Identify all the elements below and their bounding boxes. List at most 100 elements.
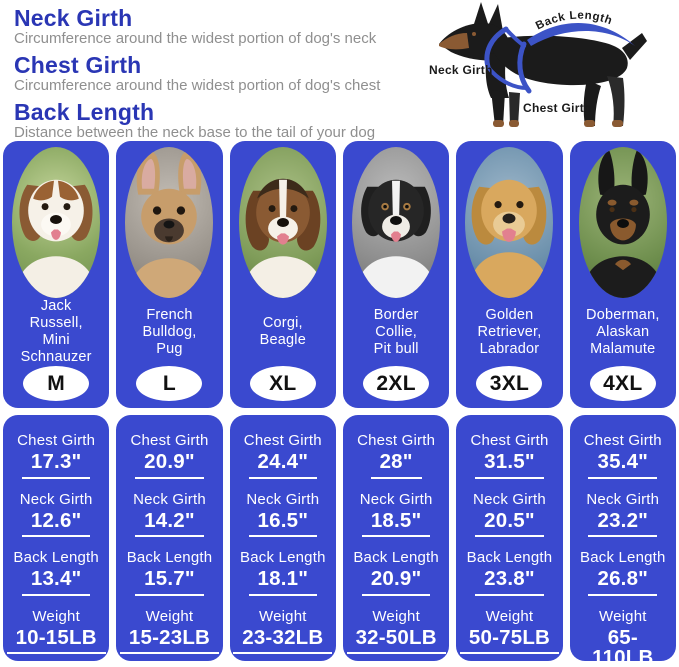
chest-girth-value: 17.3" — [3, 451, 109, 479]
back-length-label: Back Length — [466, 549, 553, 566]
dog-head — [439, 23, 511, 61]
chest-girth-label: Chest Girth — [583, 432, 662, 449]
chest-girth-term: Chest Girth — [14, 51, 142, 78]
size-badge: M — [23, 366, 90, 401]
dog-photo-french-bulldog — [125, 147, 214, 298]
size-column-3xl: Golden Retriever, Labrador 3XL Chest Gir… — [456, 141, 563, 661]
measurements-card: Chest Girth 31.5" Neck Girth 20.5" Back … — [456, 415, 563, 661]
chest-girth-label: Chest Girth — [357, 432, 436, 449]
weight-value: 23-32LB — [230, 627, 336, 654]
header: Neck Girth Circumference around the wide… — [0, 0, 679, 141]
back-length-value: 23.8" — [456, 568, 562, 596]
harness-straps — [484, 26, 532, 94]
breed-card: Corgi, Beagle XL — [229, 141, 336, 408]
chest-girth-label: Chest Girth — [470, 432, 549, 449]
size-column-m: Jack Russell, Mini Schnauzer M Chest Gir… — [3, 141, 110, 661]
weight-label: Weight — [145, 607, 194, 625]
size-chart-grid: Jack Russell, Mini Schnauzer M Chest Gir… — [0, 141, 679, 667]
breed-names: Jack Russell, Mini Schnauzer — [20, 298, 92, 365]
size-badge: 3XL — [476, 366, 543, 401]
back-length-value: 20.9" — [343, 568, 449, 596]
chest-girth-label: Chest Girth — [17, 432, 96, 449]
neck-girth-label: Neck Girth — [19, 490, 93, 508]
doberman-illustration — [585, 149, 661, 298]
size-badge: 4XL — [589, 366, 656, 401]
weight-label: Weight — [598, 607, 647, 625]
back-length-label: Back Length — [126, 549, 213, 566]
dog-photo-jack-russell — [12, 147, 101, 298]
breed-card: Border Collie, Pit bull 2XL — [342, 141, 450, 408]
weight-value: 10-15LB — [3, 627, 109, 654]
chest-girth-value: 28" — [343, 451, 449, 479]
dog-photo-beagle — [238, 147, 327, 298]
chest-girth-value: 35.4" — [570, 451, 676, 479]
measurement-definitions: Neck Girth Circumference around the wide… — [0, 0, 427, 141]
chest-girth-value: 31.5" — [456, 451, 562, 479]
weight-value: 15-23LB — [116, 627, 222, 654]
golden-retriever-illustration — [471, 179, 548, 298]
neck-girth-description: Circumference around the widest portion … — [14, 30, 377, 48]
weight-label: Weight — [372, 607, 420, 625]
measurements-card: Chest Girth 17.3" Neck Girth 12.6" Back … — [3, 415, 110, 661]
dog-photo-doberman — [578, 147, 667, 298]
back-length-value: 18.1" — [230, 568, 336, 596]
neck-girth-label: Neck Girth — [133, 490, 206, 508]
beagle-illustration — [245, 178, 321, 298]
breed-card: French Bulldog, Pug L — [116, 141, 223, 408]
dog-photo-border-collie — [352, 147, 441, 298]
chest-girth-value: 20.9" — [116, 451, 222, 479]
neck-girth-term: Neck Girth — [14, 5, 133, 31]
diagram-chest-girth-label: Chest Girth — [523, 101, 592, 115]
breed-names: Doberman, Alaskan Malamute — [586, 306, 660, 357]
chest-girth-value: 24.4" — [230, 451, 336, 479]
chest-girth-label: Chest Girth — [130, 432, 209, 449]
back-length-term: Back Length — [14, 98, 155, 125]
measurements-card: Chest Girth 28" Neck Girth 18.5" Back Le… — [342, 415, 450, 661]
back-length-label: Back Length — [580, 549, 666, 566]
size-badge: L — [136, 366, 203, 401]
back-length-value: 13.4" — [3, 568, 109, 596]
weight-label: Weight — [485, 607, 534, 625]
back-length-description: Distance between the neck base to the ta… — [14, 124, 376, 142]
size-badge: XL — [249, 366, 316, 401]
measurements-card: Chest Girth 20.9" Neck Girth 14.2" Back … — [116, 415, 223, 661]
back-length-value: 15.7" — [116, 568, 222, 596]
neck-girth-value: 23.2" — [570, 510, 676, 537]
neck-girth-value: 20.5" — [456, 510, 562, 537]
dog-legs — [491, 76, 625, 127]
neck-girth-value: 16.5" — [230, 510, 336, 537]
neck-girth-value: 14.2" — [116, 510, 222, 537]
back-length-label: Back Length — [13, 549, 99, 566]
back-length-value: 26.8" — [570, 568, 676, 596]
dog-muzzle — [439, 33, 469, 50]
weight-label: Weight — [32, 607, 80, 625]
breed-card: Jack Russell, Mini Schnauzer M — [3, 141, 110, 408]
weight-value: 50-75LB — [456, 627, 562, 654]
neck-girth-value: 12.6" — [3, 510, 109, 537]
dog-silhouette-illustration: Back Length Neck Girth Chest Girth — [429, 2, 647, 127]
weight-value: 65-110LB — [570, 627, 676, 667]
breed-card: Doberman, Alaskan Malamute 4XL — [569, 141, 676, 408]
chest-girth-label: Chest Girth — [243, 432, 322, 449]
breed-names: Corgi, Beagle — [259, 315, 306, 348]
weight-value: 32-50LB — [343, 627, 449, 654]
chest-girth-description: Circumference around the widest portion … — [14, 77, 381, 95]
back-length-swoosh — [527, 23, 635, 46]
dog-measurement-diagram: Back Length Neck Girth Chest Girth — [427, 0, 679, 141]
dog-photo-golden-retriever — [465, 147, 554, 298]
back-length-label: Back Length — [240, 549, 326, 566]
dog-body — [489, 35, 628, 86]
measurements-card: Chest Girth 35.4" Neck Girth 23.2" Back … — [569, 415, 676, 667]
breed-names: Border Collie, Pit bull — [373, 306, 419, 357]
dog-tail — [622, 33, 647, 60]
size-column-xl: Corgi, Beagle XL Chest Girth 24.4" Neck … — [229, 141, 336, 661]
neck-girth-label: Neck Girth — [359, 490, 433, 508]
breed-names: French Bulldog, Pug — [142, 306, 197, 357]
french-bulldog-illustration — [131, 150, 208, 298]
size-column-4xl: Doberman, Alaskan Malamute 4XL Chest Gir… — [569, 141, 676, 667]
border-collie-illustration — [358, 179, 434, 298]
size-column-2xl: Border Collie, Pit bull 2XL Chest Girth … — [342, 141, 450, 661]
breed-names: Golden Retriever, Labrador — [477, 306, 542, 357]
breed-card: Golden Retriever, Labrador 3XL — [456, 141, 563, 408]
neck-girth-value: 18.5" — [343, 510, 449, 537]
